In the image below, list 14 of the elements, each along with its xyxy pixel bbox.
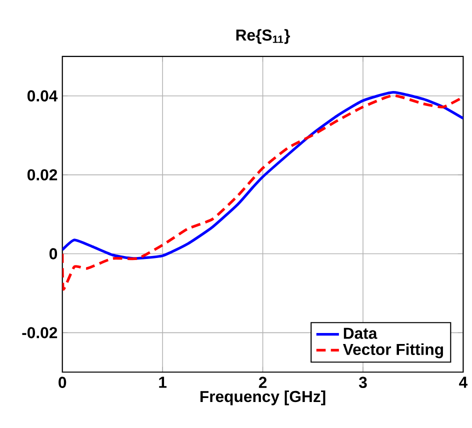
legend-label: Data [344, 328, 378, 340]
legend-label: Vector Fitting [342, 344, 443, 358]
y-tick-label: 0 [50, 248, 58, 260]
line-series [62, 91, 464, 260]
x-tick-label: 4 [459, 377, 468, 388]
y-tick-label: 0.02 [27, 169, 58, 181]
y-tick-label: -0.02 [22, 327, 58, 338]
x-tick-label: 3 [358, 377, 367, 388]
y-tick-label: 0.04 [27, 90, 58, 102]
chart-title: Re{S$_{11}$} [236, 29, 290, 44]
x-tick-label: 1 [159, 377, 167, 388]
x-tick-label: 0 [58, 377, 66, 388]
x-axis-title: Frequency [GHz] [200, 390, 326, 406]
x-tick-label: 2 [258, 377, 267, 388]
